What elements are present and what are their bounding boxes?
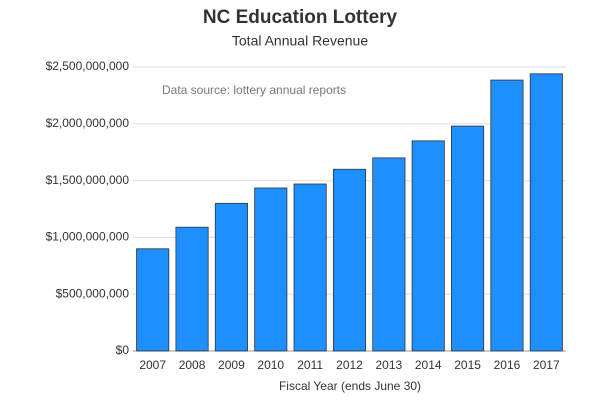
bar <box>214 202 248 352</box>
y-tick-label: $1,500,000,000 <box>46 173 130 187</box>
bar <box>136 248 170 352</box>
bar <box>332 168 367 352</box>
bar <box>451 125 485 352</box>
y-tick-label: $1,000,000,000 <box>46 230 130 244</box>
x-tick-label: 2013 <box>376 358 403 372</box>
chart-title: NC Education Lottery <box>203 7 398 28</box>
x-tick-label: 2011 <box>297 358 323 372</box>
y-tick-label: $0 <box>116 343 130 357</box>
y-tick-label: $500,000,000 <box>56 286 130 300</box>
x-tick-label: 2017 <box>533 358 560 372</box>
x-tick-label: 2008 <box>179 358 206 372</box>
x-tick-label: 2007 <box>139 358 166 372</box>
y-tick-label: $2,000,000,000 <box>46 116 130 130</box>
chart-subtitle: Total Annual Revenue <box>232 33 368 49</box>
annotation: Data source: lottery annual reports <box>162 83 346 97</box>
x-tick-label: 2014 <box>415 358 442 372</box>
x-tick-label: 2016 <box>494 358 521 372</box>
x-tick-label: 2009 <box>218 358 245 372</box>
bar <box>529 73 563 352</box>
y-tick-label: $2,500,000,000 <box>46 59 130 73</box>
x-tick-label: 2012 <box>336 358 363 372</box>
bar <box>293 183 327 352</box>
bar <box>411 140 445 352</box>
bar <box>490 79 524 352</box>
x-tick-label: 2010 <box>257 358 284 372</box>
x-tick-label: 2015 <box>454 358 481 372</box>
x-axis-label: Fiscal Year (ends June 30) <box>279 379 421 393</box>
bar <box>372 157 406 352</box>
bar <box>175 226 209 352</box>
bar <box>254 187 288 352</box>
